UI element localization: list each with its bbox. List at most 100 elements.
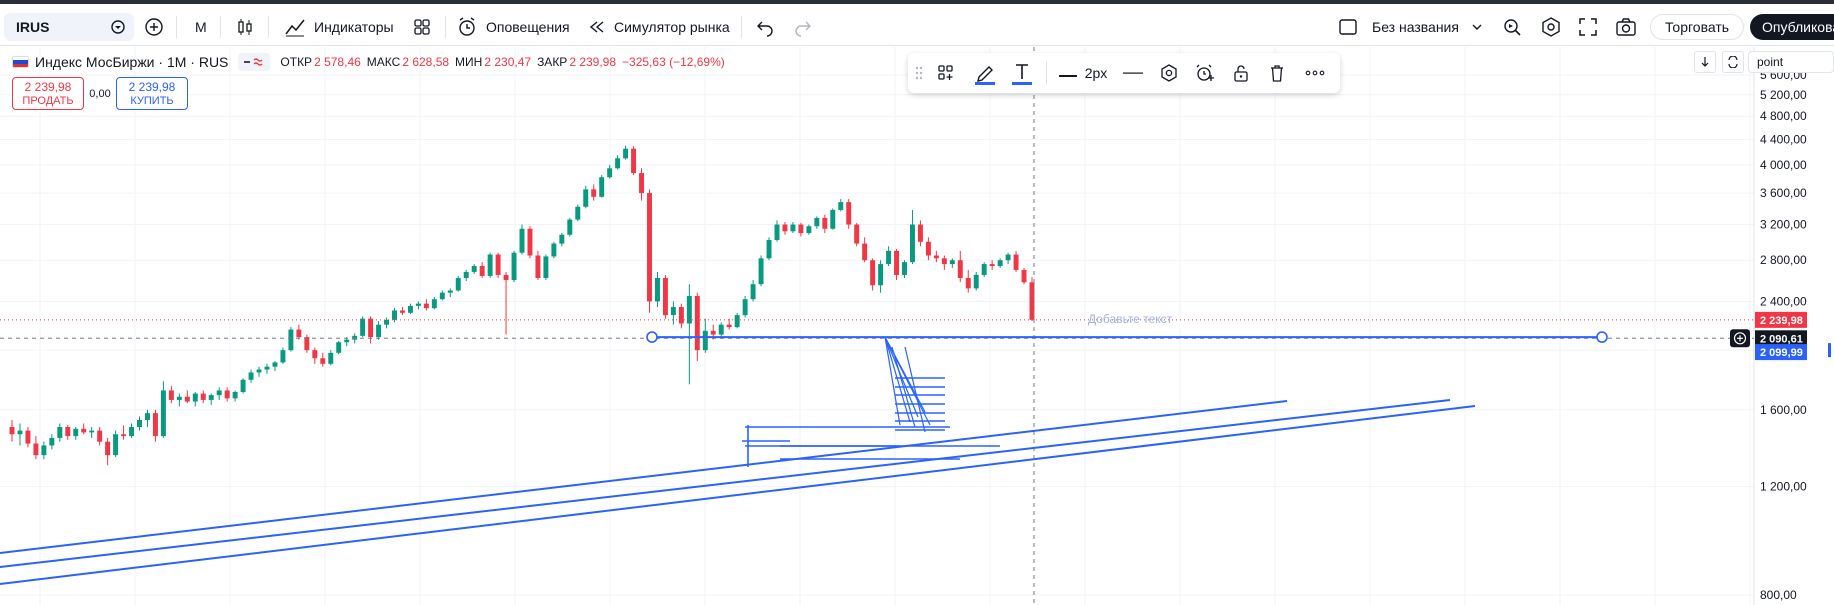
add-symbol-icon[interactable]: [144, 13, 164, 41]
high-value: 2 628,58: [402, 55, 450, 69]
simulator-label: Симулятор рынка: [614, 19, 730, 35]
chart-area[interactable]: 5 600,00 5 200,00 4 800,00 4 400,00 4 000,00…: [0, 47, 1834, 605]
candle-body: [790, 224, 796, 232]
candle-body: [360, 318, 366, 336]
indicators-label: Индикаторы: [314, 19, 394, 35]
candle-body: [113, 434, 119, 456]
candle-body: [256, 369, 262, 373]
candle-body: [208, 395, 214, 400]
layout-menu[interactable]: Без названия: [1338, 13, 1483, 41]
alerts-button[interactable]: Оповещения: [456, 13, 570, 41]
sync-icon[interactable]: [1722, 51, 1744, 73]
fullscreen-icon[interactable]: [1578, 13, 1598, 41]
more-icon[interactable]: [1300, 61, 1330, 85]
price-axis-tick: 4 000,00: [1760, 158, 1807, 172]
plus-circle-icon[interactable]: [1733, 332, 1747, 345]
line-handle-right[interactable]: [1596, 331, 1608, 343]
trendline[interactable]: [0, 400, 1288, 554]
candle-body: [686, 295, 692, 324]
heart-pin-icon[interactable]: [110, 19, 126, 38]
trade-button[interactable]: Торговать: [1650, 14, 1744, 40]
fan-line[interactable]: [904, 346, 926, 433]
line-style-icon[interactable]: [1120, 61, 1146, 85]
candle-body: [439, 292, 445, 300]
buy-button[interactable]: 2 239,98 КУПИТЬ: [116, 77, 188, 110]
fan-line[interactable]: [891, 346, 916, 428]
redo-icon[interactable]: [793, 13, 813, 41]
price-chart[interactable]: 5 600,005 200,004 800,004 400,004 000,00…: [0, 47, 1834, 605]
candle-body: [9, 427, 15, 435]
candle-body: [280, 350, 286, 363]
fan-line[interactable]: [884, 336, 931, 426]
template-icon[interactable]: [934, 61, 958, 85]
indicators-button[interactable]: Индикаторы: [284, 13, 394, 41]
candle-body: [678, 307, 684, 324]
templates-icon[interactable]: [412, 13, 432, 41]
candle-body: [17, 430, 23, 435]
candle-body: [423, 303, 429, 309]
candle-body: [376, 324, 382, 338]
candle-body: [662, 277, 668, 316]
candle-body: [607, 168, 613, 178]
candle-body: [766, 240, 772, 259]
arrow-down-icon[interactable]: [1694, 51, 1716, 73]
chevron-down-icon: [1471, 21, 1483, 33]
candle-body: [97, 430, 103, 442]
candle-body: [917, 224, 923, 242]
indicators-icon: [284, 17, 306, 37]
close-price-label-bg: [1755, 311, 1807, 328]
candle-body: [105, 441, 111, 456]
settings-icon[interactable]: [1156, 61, 1182, 85]
interval-selector[interactable]: M: [195, 13, 207, 41]
candle-body: [854, 224, 860, 244]
candle-body: [694, 295, 700, 351]
candle-body: [479, 266, 485, 276]
candle-body: [248, 372, 254, 380]
sell-button[interactable]: 2 239,98 ПРОДАТЬ: [12, 77, 84, 110]
trendline[interactable]: [0, 399, 1451, 568]
candle-body: [734, 315, 740, 328]
trash-icon[interactable]: [1264, 61, 1290, 85]
top-toolbar: IRUS M Индикаторы Оповещ: [0, 0, 1834, 46]
line-width-selector[interactable]: 2px: [1056, 61, 1110, 85]
candle-body: [639, 173, 645, 194]
trade-panel: 2 239,98 ПРОДАТЬ 0,00 2 239,98 КУПИТЬ: [12, 77, 188, 110]
fan-line[interactable]: [884, 336, 901, 426]
candle-body: [527, 228, 533, 256]
line-handle-left[interactable]: [646, 331, 658, 343]
candle-body: [81, 428, 87, 433]
close-value: 2 239,98: [569, 55, 617, 69]
candles-icon[interactable]: [235, 13, 255, 41]
candle-body: [519, 228, 525, 253]
candle-body: [304, 337, 310, 351]
candle-body: [216, 390, 222, 396]
candle-body: [591, 189, 597, 197]
candle-body: [495, 254, 501, 275]
buy-price: 2 239,98: [128, 79, 176, 94]
symbol-name: IRUS: [16, 19, 50, 35]
quick-search-icon[interactable]: [1501, 13, 1523, 41]
candle-body: [710, 330, 716, 335]
camera-icon[interactable]: [1615, 13, 1637, 41]
interval-label: M: [195, 19, 207, 35]
candle-body: [870, 260, 876, 286]
candle-body: [240, 379, 246, 393]
undo-icon[interactable]: [755, 13, 775, 41]
text-icon[interactable]: [1009, 61, 1035, 85]
pencil-icon[interactable]: [972, 61, 998, 85]
lock-icon[interactable]: [1228, 61, 1254, 85]
settings-icon[interactable]: [1540, 13, 1562, 41]
candle-body: [575, 206, 581, 220]
scale-mode-selector[interactable]: point: [1748, 51, 1834, 73]
fan-line[interactable]: [884, 336, 911, 423]
symbol-search[interactable]: IRUS: [4, 13, 134, 41]
alert-add-icon[interactable]: [1192, 61, 1218, 85]
drag-handle-icon[interactable]: [912, 61, 926, 85]
candle-body: [670, 307, 676, 316]
candle-body: [200, 393, 206, 400]
market-replay-button[interactable]: Симулятор рынка: [588, 13, 730, 41]
legend-visibility-badge[interactable]: [238, 53, 271, 71]
publish-button[interactable]: Опубликовать: [1750, 14, 1834, 40]
fan-line[interactable]: [884, 336, 919, 418]
trendline[interactable]: [0, 405, 1476, 585]
